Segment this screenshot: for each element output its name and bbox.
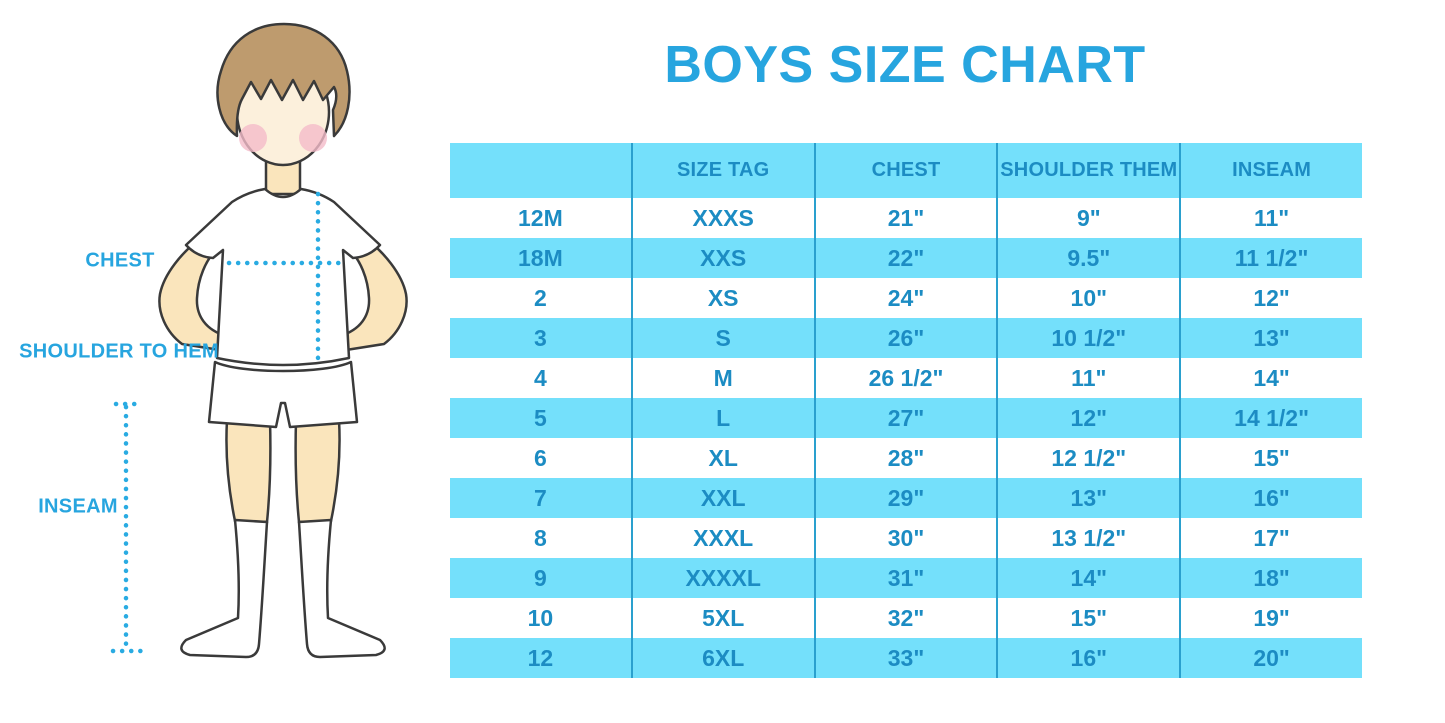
boy-leg-left: [225, 418, 272, 524]
table-cell: 9: [534, 564, 547, 591]
table-cell: L: [630, 398, 814, 438]
table-row: 12M XXXS 21" 9" 11": [450, 198, 1362, 238]
table-row: 2 XS 24" 10" 12": [450, 278, 1362, 318]
table-row: 4 M 26 1/2" 11" 14": [450, 358, 1362, 398]
table-row: 7 XXL 29" 13" 16": [450, 478, 1362, 518]
table-cell: XXL: [630, 478, 814, 518]
table-row: 12 6XL 33" 16" 20": [450, 638, 1362, 678]
table-cell: 13": [1179, 318, 1362, 358]
table-cell: 12M: [518, 204, 563, 231]
table-cell: 33": [813, 638, 997, 678]
table-cell: 29": [813, 478, 997, 518]
table-cell: 18M: [518, 244, 563, 271]
table-cell: 24": [813, 278, 997, 318]
table-cell: XXXXL: [630, 558, 814, 598]
table-row: 18M XXS 22" 9.5" 11 1/2": [450, 238, 1362, 278]
table-cell: 7: [534, 484, 547, 511]
boy-blush-left: [239, 124, 267, 152]
boy-illustration: [110, 22, 408, 659]
table-cell: 12": [996, 398, 1179, 438]
size-table-body: 12M XXXS 21" 9" 11" 18M XXS 22" 9.5" 11 1/2" 2 XS 24…: [450, 198, 1362, 678]
header-cell-chest: CHEST: [813, 143, 997, 198]
table-cell: 9.5": [996, 238, 1179, 278]
page-title: BOYS SIZE CHART: [664, 36, 1146, 94]
boy-hair: [216, 22, 351, 138]
boy-tshirt: [184, 187, 382, 367]
boy-blush-right: [299, 124, 327, 152]
table-cell: 2: [534, 284, 547, 311]
table-row: 10 5XL 32" 15" 19": [450, 598, 1362, 638]
table-cell: 11": [996, 358, 1179, 398]
measurement-guide-lines: [110, 191, 347, 654]
table-cell: 28": [813, 438, 997, 478]
table-cell: 10 1/2": [996, 318, 1179, 358]
table-cell: 18": [1179, 558, 1362, 598]
header-cell-size-tag: SIZE TAG: [630, 143, 814, 198]
table-cell: XL: [630, 438, 814, 478]
table-row: 3 S 26" 10 1/2" 13": [450, 318, 1362, 358]
table-cell: XXS: [630, 238, 814, 278]
table-cell: 10: [527, 604, 554, 631]
header-cell-shoulder-them: SHOULDER THEM: [996, 143, 1179, 198]
table-cell: 14 1/2": [1179, 398, 1362, 438]
table-cell: 11 1/2": [1179, 238, 1362, 278]
table-cell: 22": [813, 238, 997, 278]
table-cell: 21": [813, 198, 997, 238]
table-cell: XS: [630, 278, 814, 318]
header-cell-inseam: INSEAM: [1179, 143, 1362, 198]
size-table-header: SIZE TAG CHEST SHOULDER THEM INSEAM: [450, 143, 1362, 198]
table-row: 8 XXXL 30" 13 1/2" 17": [450, 518, 1362, 558]
table-cell: 30": [813, 518, 997, 558]
table-cell: 12 1/2": [996, 438, 1179, 478]
size-table: SIZE TAG CHEST SHOULDER THEM INSEAM 12M X…: [450, 143, 1362, 678]
table-cell: 9": [996, 198, 1179, 238]
table-cell: 6XL: [630, 638, 814, 678]
table-row: 9 XXXXL 31" 14" 18": [450, 558, 1362, 598]
shoulder-to-hem-label: SHOULDER TO HEM: [19, 340, 219, 363]
inseam-label: INSEAM: [38, 495, 118, 518]
chest-label: CHEST: [85, 249, 155, 272]
table-cell: 12": [1179, 278, 1362, 318]
table-cell: 3: [534, 324, 547, 351]
table-cell: 15": [996, 598, 1179, 638]
table-cell: 5: [534, 404, 547, 431]
table-cell: 16": [1179, 478, 1362, 518]
table-row: 6 XL 28" 12 1/2" 15": [450, 438, 1362, 478]
table-cell: 10": [996, 278, 1179, 318]
table-cell: 4: [534, 364, 547, 391]
table-cell: 15": [1179, 438, 1362, 478]
table-cell: 14": [1179, 358, 1362, 398]
table-cell: 27": [813, 398, 997, 438]
table-cell: 31": [813, 558, 997, 598]
table-cell: 26": [813, 318, 997, 358]
table-cell: 8: [534, 524, 547, 551]
table-cell: 13 1/2": [996, 518, 1179, 558]
header-cell-size: [450, 143, 631, 198]
table-cell: 5XL: [630, 598, 814, 638]
table-cell: 14": [996, 558, 1179, 598]
table-cell: XXXS: [630, 198, 814, 238]
table-cell: S: [630, 318, 814, 358]
table-cell: 12: [527, 644, 554, 671]
table-cell: 26 1/2": [813, 358, 997, 398]
table-cell: 17": [1179, 518, 1362, 558]
table-cell: XXXL: [630, 518, 814, 558]
table-cell: 32": [813, 598, 997, 638]
table-cell: 16": [996, 638, 1179, 678]
boy-leg-right: [294, 418, 341, 524]
table-row: 5 L 27" 12" 14 1/2": [450, 398, 1362, 438]
table-cell: M: [630, 358, 814, 398]
table-cell: 13": [996, 478, 1179, 518]
boy-sock-right: [297, 518, 386, 659]
table-cell: 11": [1179, 198, 1362, 238]
table-cell: 20": [1179, 638, 1362, 678]
boy-shorts: [207, 360, 359, 429]
table-cell: 6: [534, 444, 547, 471]
table-cell: 19": [1179, 598, 1362, 638]
boy-sock-left: [180, 518, 269, 659]
